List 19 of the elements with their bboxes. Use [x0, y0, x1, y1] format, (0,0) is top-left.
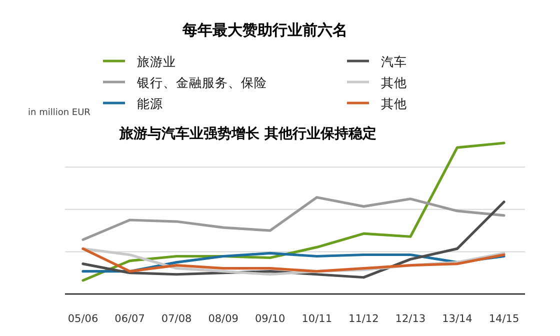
legend-label: 能源 — [137, 96, 163, 111]
legend-label: 旅游业 — [137, 54, 176, 69]
x-tick-label: 05/06 — [68, 313, 98, 325]
x-tick-label: 06/07 — [114, 313, 145, 325]
x-tick-label: 11/12 — [348, 313, 379, 325]
x-tick-label: 09/10 — [254, 313, 286, 325]
x-tick-label: 12/13 — [395, 313, 426, 325]
legend-label: 其他 — [381, 75, 407, 90]
chart-title: 每年最大赞助行业前六名 — [182, 21, 348, 39]
x-tick-label: 08/09 — [208, 313, 238, 325]
legend-label: 汽车 — [381, 54, 407, 69]
y-axis-title: in million EUR — [28, 108, 90, 118]
legend-label: 其他 — [381, 96, 407, 111]
x-tick-label: 13/14 — [442, 313, 473, 325]
x-tick-label: 07/08 — [161, 313, 192, 325]
legend-label: 银行、金融服务、保险 — [136, 75, 267, 90]
x-tick-label: 10/11 — [302, 313, 332, 325]
chart-subtitle: 旅游与汽车业强势增长 其他行业保持稳定 — [118, 125, 376, 142]
x-tick-label: 14/15 — [488, 313, 520, 325]
